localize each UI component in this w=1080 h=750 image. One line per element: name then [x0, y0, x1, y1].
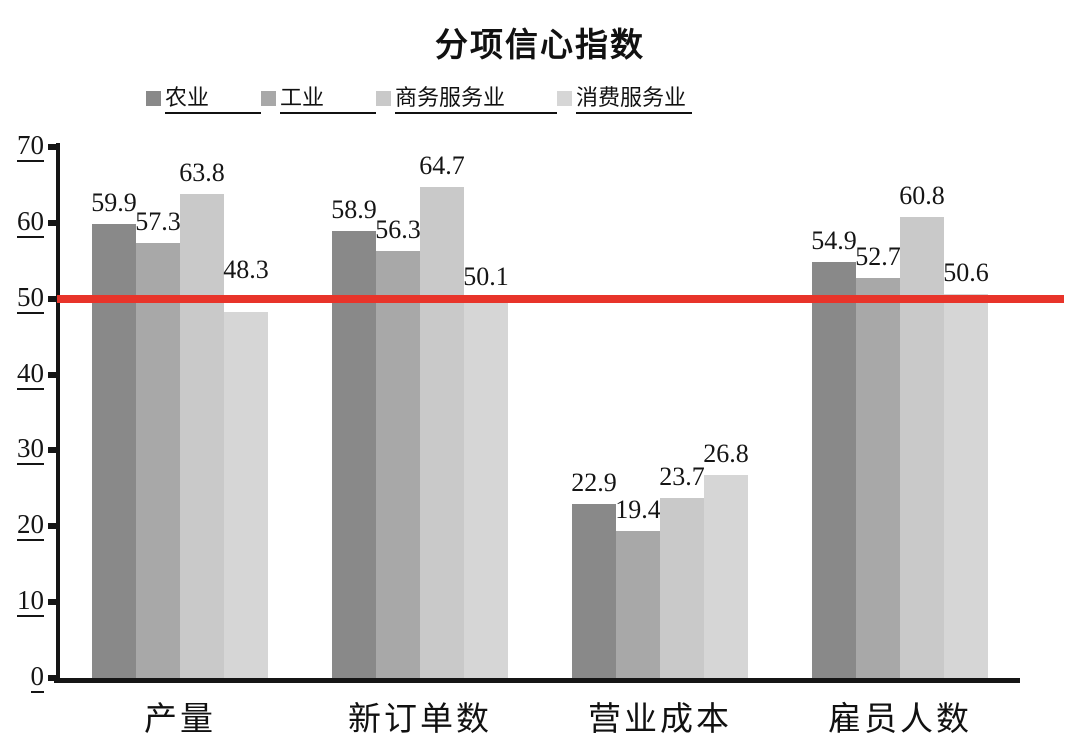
legend-item: 农业: [146, 85, 262, 115]
bar: [136, 243, 180, 678]
x-category-label: 雇员人数: [828, 702, 972, 738]
bar: [332, 231, 376, 678]
y-axis-tick-label: 10: [0, 585, 44, 618]
bar: [464, 297, 508, 678]
bar-value-label: 64.7: [419, 151, 465, 181]
bar: [376, 250, 420, 678]
bar: [224, 311, 268, 678]
legend-item: 商务服务业: [376, 85, 558, 115]
y-axis-tick-value: 50: [17, 281, 44, 314]
y-axis-tick-value: 10: [17, 585, 44, 618]
legend-label: 工业: [280, 85, 377, 115]
y-axis-tick: [48, 295, 57, 302]
bar-value-label: 50.6: [943, 258, 989, 288]
bar-value-label: 58.9: [331, 195, 377, 225]
bar-value-label: 56.3: [375, 214, 421, 244]
bar: [572, 504, 616, 678]
bar: [616, 530, 660, 678]
x-category-label: 营业成本: [588, 702, 732, 738]
bar-value-label: 57.3: [135, 207, 181, 237]
y-axis-tick: [48, 144, 57, 150]
y-axis-tick-label: 0: [0, 663, 44, 693]
y-axis-line: [56, 143, 60, 683]
bar-value-label: 52.7: [855, 242, 901, 272]
x-category-label: 新订单数: [348, 702, 492, 738]
y-axis-tick-label: 60: [0, 205, 44, 238]
y-axis-tick: [48, 219, 57, 226]
bar-value-label: 22.9: [571, 468, 617, 498]
y-axis-tick-value: 30: [17, 433, 44, 466]
legend-swatch-icon: [261, 91, 277, 106]
legend-label: 农业: [165, 85, 262, 115]
x-category-label: 产量: [144, 702, 216, 738]
bar: [92, 223, 136, 678]
bar: [944, 294, 988, 678]
y-axis-tick-value: 70: [17, 130, 44, 162]
legend-swatch-icon: [376, 91, 392, 106]
y-axis-tick-value: 0: [30, 661, 44, 693]
bar-value-label: 60.8: [899, 180, 945, 210]
chart-legend: 农业 工业 商务服务业 消费服务业: [146, 85, 693, 115]
y-axis-tick: [48, 523, 57, 530]
x-axis-line: [54, 678, 1020, 683]
legend-label: 商务服务业: [395, 85, 558, 115]
bar: [856, 278, 900, 678]
y-axis-tick-value: 40: [17, 357, 44, 390]
y-axis-tick: [48, 447, 57, 454]
y-axis-tick-label: 40: [0, 357, 44, 390]
y-axis-tick-label: 30: [0, 433, 44, 466]
legend-label: 消费服务业: [576, 85, 693, 115]
y-axis-tick-value: 20: [17, 509, 44, 542]
legend-swatch-icon: [557, 91, 573, 106]
bar: [420, 187, 464, 678]
bar: [660, 498, 704, 678]
y-axis-tick-value: 60: [17, 205, 44, 238]
bar-value-label: 54.9: [811, 225, 857, 255]
legend-swatch-icon: [146, 91, 161, 106]
bar-value-label: 48.3: [223, 254, 269, 284]
bar-value-label: 59.9: [91, 187, 137, 217]
y-axis-tick-label: 20: [0, 509, 44, 542]
bar: [900, 216, 944, 678]
bar-value-label: 23.7: [659, 462, 705, 492]
legend-item: 工业: [261, 85, 377, 115]
bar-value-label: 26.8: [703, 438, 749, 468]
y-axis-tick: [48, 371, 57, 378]
bar-value-label: 19.4: [615, 494, 661, 524]
y-axis-tick-label: 70: [0, 132, 44, 162]
bar-value-label: 50.1: [463, 261, 509, 291]
bar: [812, 261, 856, 678]
y-axis-tick: [48, 675, 57, 681]
bar-value-label: 63.8: [179, 158, 225, 188]
reference-line: [57, 294, 1064, 303]
bar: [180, 194, 224, 678]
y-axis-tick: [48, 599, 57, 606]
bar: [704, 474, 748, 678]
chart-title: 分项信心指数: [435, 26, 645, 63]
y-axis-tick-label: 50: [0, 281, 44, 314]
legend-item: 消费服务业: [557, 85, 693, 115]
